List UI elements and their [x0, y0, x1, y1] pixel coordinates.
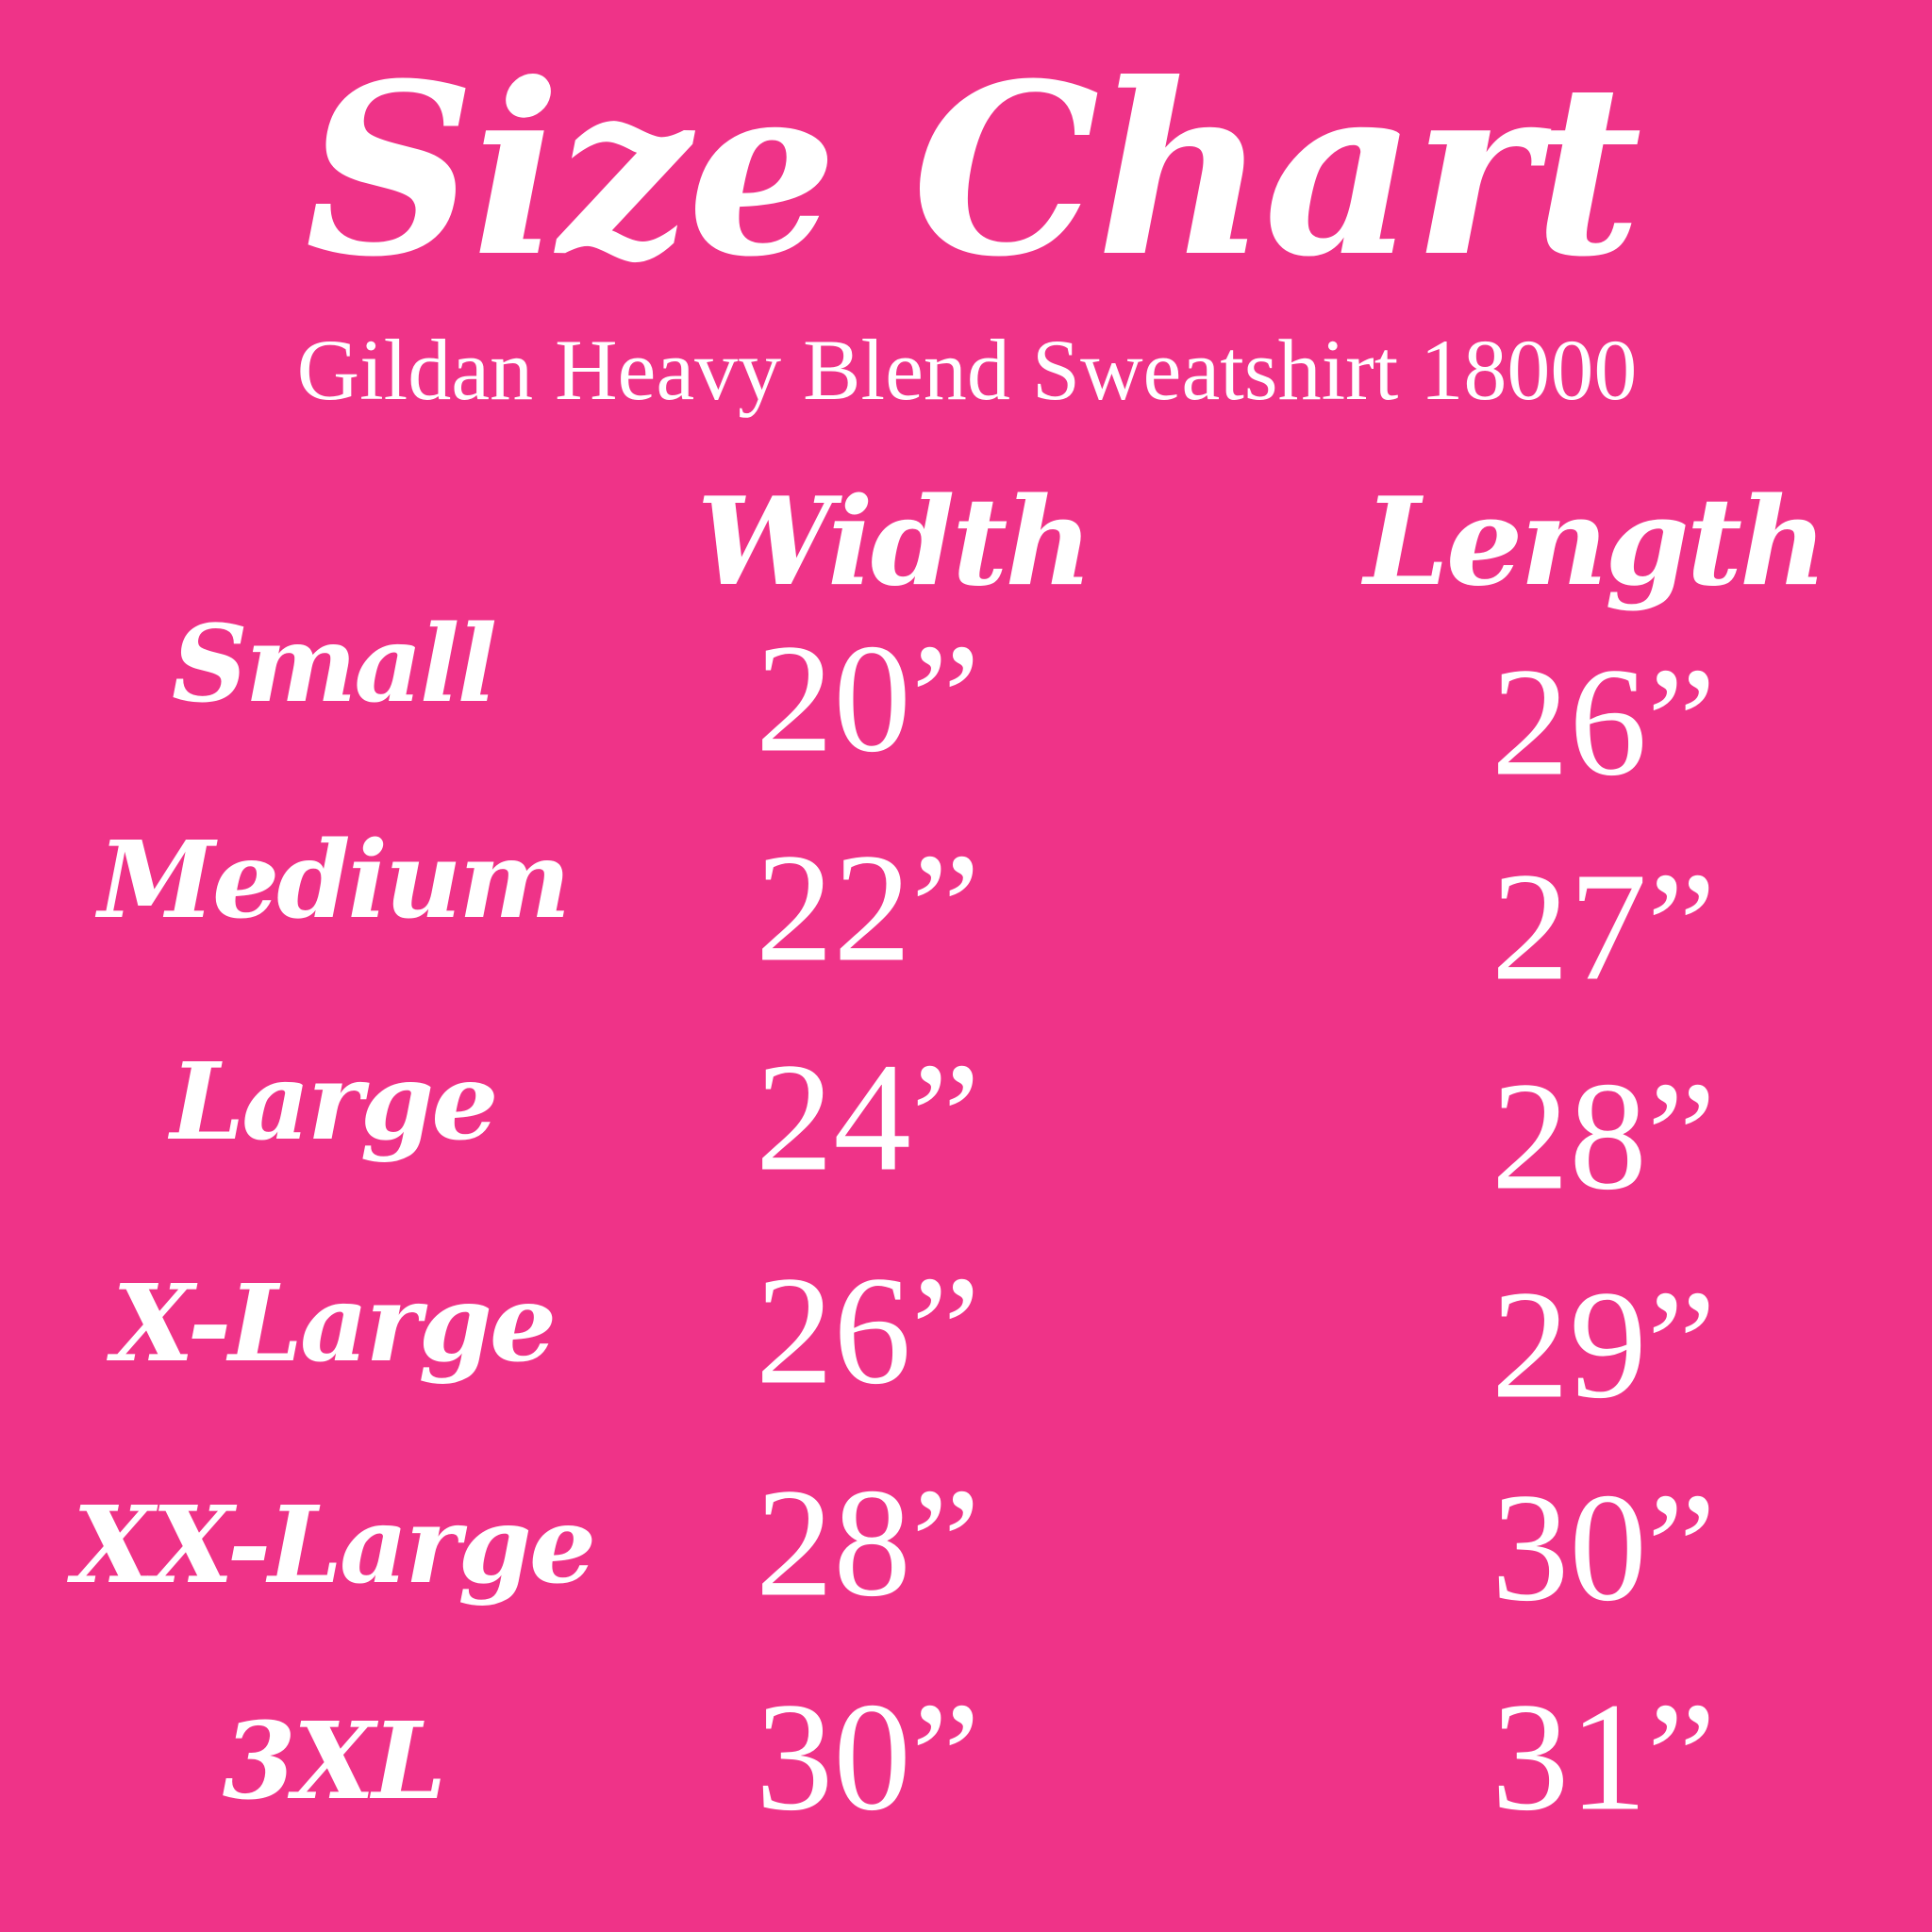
- length-value: 26”: [1491, 635, 1717, 808]
- size-label: Medium: [97, 819, 571, 942]
- size-label: Small: [171, 603, 497, 726]
- length-value: 31”: [1491, 1670, 1717, 1843]
- size-label: X-Large: [111, 1262, 557, 1386]
- size-label: Large: [170, 1041, 499, 1164]
- width-value: 24”: [755, 1030, 981, 1204]
- width-value: 30”: [755, 1670, 981, 1843]
- width-value: 26”: [755, 1243, 981, 1417]
- width-value: 22”: [755, 821, 981, 994]
- column-header-length: Length: [1363, 472, 1827, 613]
- length-value: 30”: [1491, 1460, 1717, 1634]
- page-title: Size Chart: [305, 31, 1641, 308]
- width-value: 28”: [755, 1456, 981, 1629]
- length-value: 29”: [1491, 1257, 1717, 1431]
- size-label: 3XL: [222, 1700, 447, 1824]
- size-label: XX-Large: [72, 1484, 596, 1607]
- product-subtitle: Gildan Heavy Blend Sweatshirt 18000: [296, 322, 1638, 418]
- width-value: 20”: [755, 611, 981, 785]
- length-value: 27”: [1491, 840, 1717, 1013]
- length-value: 28”: [1491, 1049, 1717, 1223]
- column-header-width: Width: [696, 472, 1093, 613]
